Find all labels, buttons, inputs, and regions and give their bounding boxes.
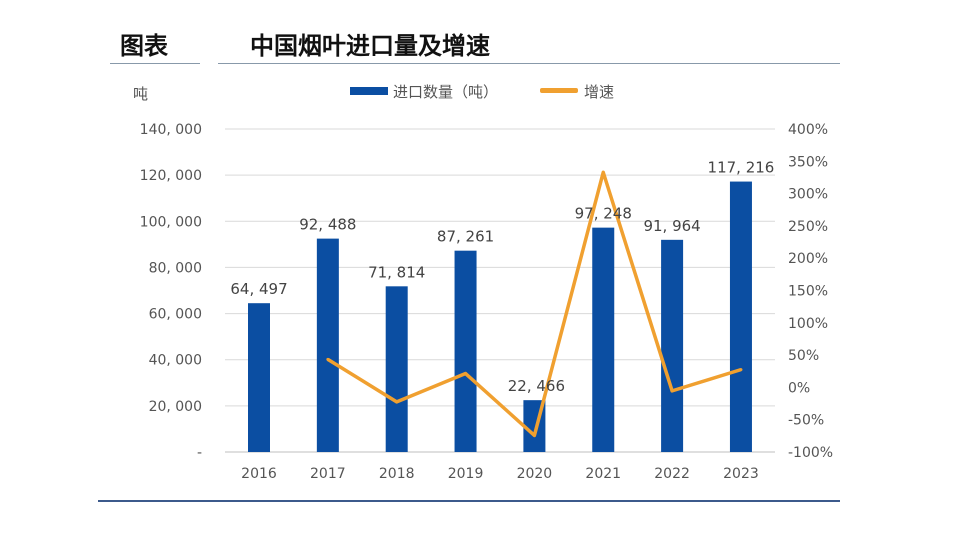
y-left-tick-label: - <box>197 445 202 461</box>
growth-point <box>532 433 536 437</box>
bar-data-label: 22, 466 <box>508 377 565 395</box>
legend-bar-label: 进口数量（吨） <box>393 83 498 101</box>
growth-point <box>670 389 674 393</box>
legend-line-swatch <box>540 88 578 93</box>
y-left-tick-label: 120, 000 <box>140 168 202 184</box>
x-tick-label: 2018 <box>379 466 415 482</box>
y-right-tick-label: 200% <box>788 251 828 267</box>
legend-line-label: 增速 <box>584 83 614 101</box>
y-axis-unit: 吨 <box>133 85 148 103</box>
divider <box>110 63 200 64</box>
bar <box>592 227 615 452</box>
y-right-tick-label: -100% <box>788 445 833 461</box>
y-right-tick-label: 100% <box>788 316 828 332</box>
growth-point <box>395 400 399 404</box>
x-tick-label: 2019 <box>448 466 484 482</box>
bar <box>454 250 477 452</box>
x-tick-label: 2017 <box>310 466 346 482</box>
x-tick-label: 2016 <box>241 466 277 482</box>
bar <box>385 286 408 452</box>
chart-title: 中国烟叶进口量及增速 <box>250 31 490 60</box>
x-tick-label: 2021 <box>585 466 621 482</box>
bar-data-label: 87, 261 <box>437 228 494 246</box>
growth-point <box>464 372 468 376</box>
x-tick-label: 2020 <box>517 466 553 482</box>
divider <box>98 500 840 502</box>
y-left-tick-label: 140, 000 <box>140 122 202 138</box>
legend-bar-swatch <box>350 87 388 95</box>
bar-data-label: 64, 497 <box>230 280 287 298</box>
bar <box>729 181 752 452</box>
figure-label: 图表 <box>120 31 168 60</box>
x-tick-label: 2023 <box>723 466 759 482</box>
bar-data-label: 92, 488 <box>299 216 356 234</box>
y-right-tick-label: 50% <box>788 348 819 364</box>
y-right-tick-label: 400% <box>788 122 828 138</box>
y-right-tick-label: 250% <box>788 219 828 235</box>
bar-data-label: 117, 216 <box>708 159 775 177</box>
y-left-tick-label: 80, 000 <box>149 260 202 276</box>
y-right-tick-label: 300% <box>788 187 828 203</box>
y-right-tick-label: 350% <box>788 154 828 170</box>
y-right-tick-label: 150% <box>788 284 828 300</box>
bar-data-label: 91, 964 <box>643 217 700 235</box>
y-left-tick-label: 60, 000 <box>149 307 202 323</box>
bar <box>316 238 339 452</box>
bar-data-label: 97, 248 <box>575 205 632 223</box>
growth-point <box>326 357 330 361</box>
y-left-tick-label: 40, 000 <box>149 353 202 369</box>
growth-point <box>601 170 605 174</box>
bar <box>248 303 270 452</box>
growth-point <box>739 368 743 372</box>
y-right-tick-label: -50% <box>788 413 824 429</box>
x-tick-label: 2022 <box>654 466 690 482</box>
bar <box>661 239 684 452</box>
y-left-tick-label: 20, 000 <box>149 399 202 415</box>
y-right-tick-label: 0% <box>788 380 810 396</box>
y-left-tick-label: 100, 000 <box>140 214 202 230</box>
bar-data-label: 71, 814 <box>368 263 425 281</box>
divider <box>218 63 840 64</box>
